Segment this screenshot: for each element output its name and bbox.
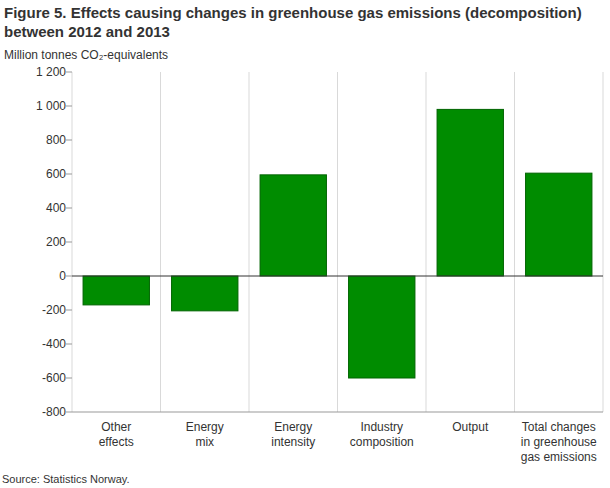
x-tick-label: Othereffects <box>99 420 134 449</box>
y-tick <box>66 378 72 379</box>
text-line: Energy <box>186 420 224 434</box>
y-tick <box>66 344 72 345</box>
y-tick-label: -600 <box>42 371 66 385</box>
grid-line <box>603 72 604 412</box>
zero-line <box>72 276 603 277</box>
text-line: Other <box>101 420 131 434</box>
chart: Figure 5. Effects causing changes in gre… <box>0 0 610 488</box>
y-tick-label: 800 <box>46 133 66 147</box>
text-line: Output <box>452 420 489 434</box>
grid-line <box>514 72 515 412</box>
y-tick-label: 200 <box>46 235 66 249</box>
y-tick-label: 600 <box>46 167 66 181</box>
bar <box>172 276 238 311</box>
x-tick-label: Energyintensity <box>271 420 315 449</box>
text-line: between 2012 and 2013 <box>4 23 170 40</box>
title: Figure 5. Effects causing changes in gre… <box>4 4 582 40</box>
y-tick-label: 0 <box>59 269 66 283</box>
text-line: gas emissions <box>521 450 597 464</box>
y-tick-label: 1 200 <box>36 65 66 79</box>
text-line: Figure 5. Effects causing changes in gre… <box>4 4 582 21</box>
y-axis-label: Million tonnes CO₂-equivalents <box>4 48 168 62</box>
y-tick <box>66 242 72 243</box>
y-tick <box>66 276 72 277</box>
x-tick-label: Total changesin greenhousegas emissions <box>521 420 597 464</box>
y-tick-label: -400 <box>42 337 66 351</box>
y-tick-label: -200 <box>42 303 66 317</box>
grid-line <box>160 72 161 412</box>
grid-line <box>337 72 338 412</box>
text-line: Energy <box>274 420 312 434</box>
bar <box>526 173 592 276</box>
x-axis <box>72 412 603 413</box>
grid-line <box>426 72 427 412</box>
bar <box>83 276 149 305</box>
bar <box>437 109 503 276</box>
y-tick <box>66 412 72 413</box>
grid-line <box>249 72 250 412</box>
text-line: effects <box>99 435 134 449</box>
text-line: composition <box>350 435 414 449</box>
source: Source: Statistics Norway. <box>2 473 130 485</box>
y-tick <box>66 208 72 209</box>
y-tick-label: 1 000 <box>36 99 66 113</box>
y-tick <box>66 174 72 175</box>
text-line: Total changes <box>522 420 596 434</box>
x-tick-label: Industrycomposition <box>350 420 414 449</box>
bar <box>260 175 326 276</box>
y-tick-label: -800 <box>42 405 66 419</box>
y-tick-label: 400 <box>46 201 66 215</box>
x-tick-label: Energymix <box>186 420 224 449</box>
bar <box>349 276 415 378</box>
bars <box>83 109 592 378</box>
text-line: mix <box>195 435 214 449</box>
text-line: Industry <box>360 420 403 434</box>
y-tick <box>66 310 72 311</box>
y-tick <box>66 140 72 141</box>
text-line: intensity <box>271 435 315 449</box>
y-tick <box>66 72 72 73</box>
y-tick <box>66 106 72 107</box>
x-tick-label: Output <box>452 420 489 434</box>
text-line: in greenhouse <box>521 435 597 449</box>
